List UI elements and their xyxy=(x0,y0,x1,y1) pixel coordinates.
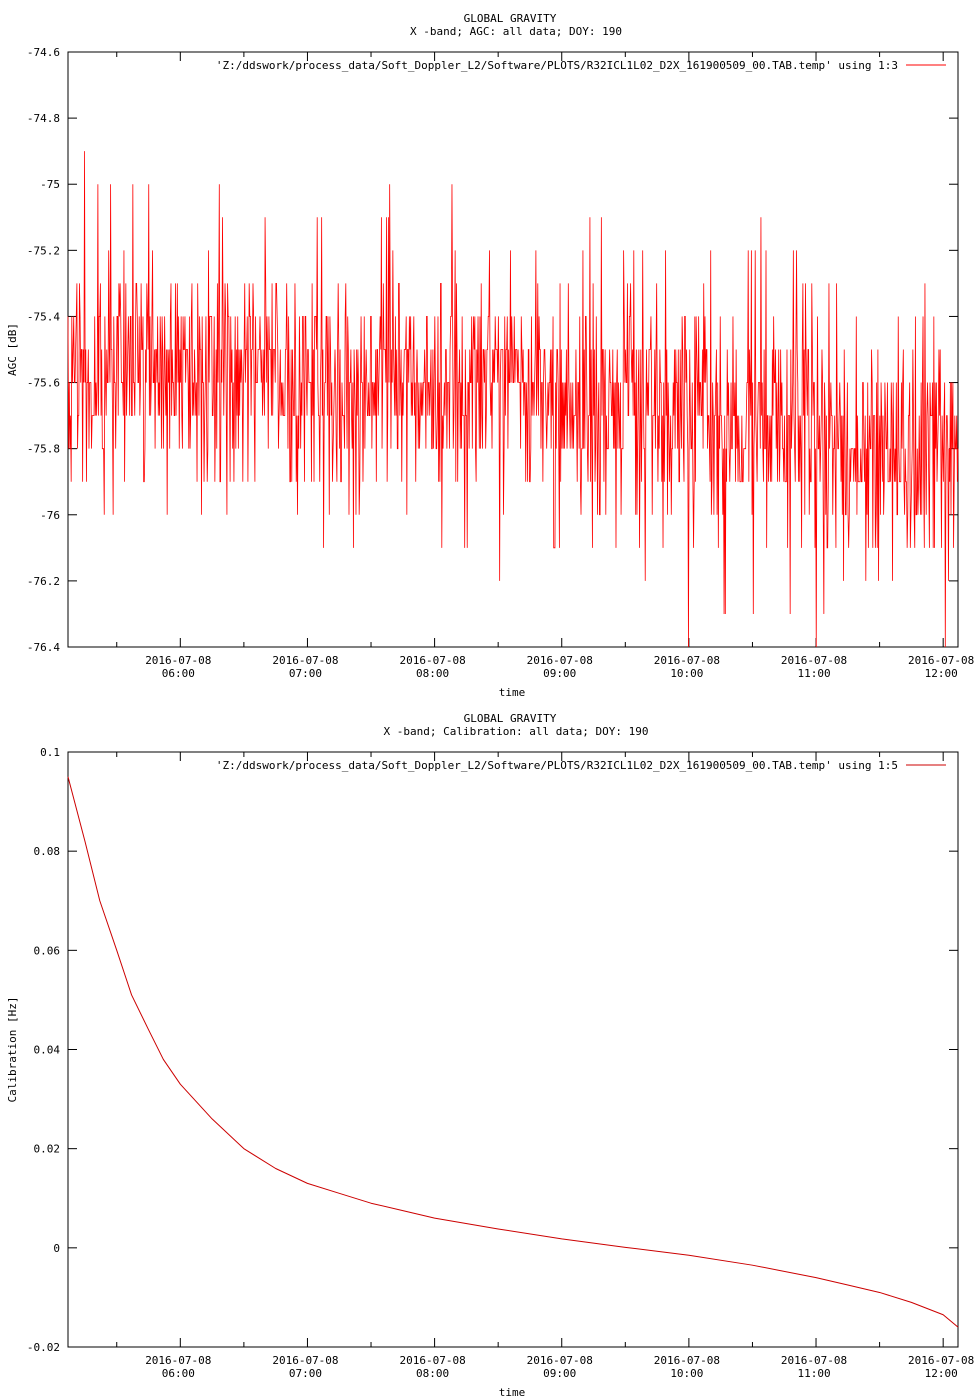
y-tick-label: -76 xyxy=(40,509,60,522)
x-tick-time: 07:00 xyxy=(289,667,322,680)
x-tick-date: 2016-07-08 xyxy=(654,1354,720,1367)
x-tick-time: 11:00 xyxy=(797,667,830,680)
y-tick-label: -75.8 xyxy=(27,443,60,456)
x-tick-date: 2016-07-08 xyxy=(908,1354,974,1367)
x-tick-time: 12:00 xyxy=(925,667,958,680)
y-tick-label: -74.6 xyxy=(27,46,60,59)
chart-subtitle: X -band; AGC: all data; DOY: 190 xyxy=(410,25,622,38)
x-tick-time: 10:00 xyxy=(670,667,703,680)
legend-label: 'Z:/ddswork/process_data/Soft_Doppler_L2… xyxy=(216,59,898,72)
x-tick-time: 06:00 xyxy=(162,667,195,680)
y-tick-label: 0.08 xyxy=(34,845,61,858)
x-tick-date: 2016-07-08 xyxy=(399,1354,465,1367)
x-tick-date: 2016-07-08 xyxy=(908,654,974,667)
x-tick-date: 2016-07-08 xyxy=(781,1354,847,1367)
y-tick-label: 0 xyxy=(53,1242,60,1255)
x-tick-date: 2016-07-08 xyxy=(272,1354,338,1367)
y-tick-label: -0.02 xyxy=(27,1341,60,1354)
y-tick-label: -74.8 xyxy=(27,112,60,125)
x-axis-label: time xyxy=(499,686,526,699)
x-tick-time: 11:00 xyxy=(797,1367,830,1380)
x-tick-time: 08:00 xyxy=(416,1367,449,1380)
x-tick-date: 2016-07-08 xyxy=(527,1354,593,1367)
y-tick-label: 0.02 xyxy=(34,1143,61,1156)
x-tick-date: 2016-07-08 xyxy=(145,654,211,667)
x-axis-label: time xyxy=(499,1386,526,1399)
y-tick-label: 0.1 xyxy=(40,746,60,759)
x-tick-time: 07:00 xyxy=(289,1367,322,1380)
chart-subtitle: X -band; Calibration: all data; DOY: 190 xyxy=(384,725,649,738)
chart-title: GLOBAL GRAVITY xyxy=(464,712,557,725)
x-tick-date: 2016-07-08 xyxy=(272,654,338,667)
y-tick-label: -75.6 xyxy=(27,377,60,390)
x-tick-time: 06:00 xyxy=(162,1367,195,1380)
y-tick-label: -76.4 xyxy=(27,641,60,654)
series-line-calibration xyxy=(67,776,959,1328)
x-tick-time: 09:00 xyxy=(543,1367,576,1380)
x-tick-date: 2016-07-08 xyxy=(654,654,720,667)
y-tick-label: -75.4 xyxy=(27,310,60,323)
y-tick-label: 0.06 xyxy=(34,944,61,957)
y-tick-label: -75 xyxy=(40,178,60,191)
y-tick-label: -75.2 xyxy=(27,244,60,257)
plot-frame xyxy=(67,751,959,1348)
legend-label: 'Z:/ddswork/process_data/Soft_Doppler_L2… xyxy=(216,759,898,772)
y-axis-label: Calibration [Hz] xyxy=(6,997,19,1103)
x-tick-date: 2016-07-08 xyxy=(781,654,847,667)
x-tick-date: 2016-07-08 xyxy=(399,654,465,667)
x-tick-time: 08:00 xyxy=(416,667,449,680)
x-tick-date: 2016-07-08 xyxy=(527,654,593,667)
chart-title: GLOBAL GRAVITY xyxy=(464,12,557,25)
x-tick-time: 09:00 xyxy=(543,667,576,680)
y-tick-label: -76.2 xyxy=(27,575,60,588)
x-tick-date: 2016-07-08 xyxy=(145,1354,211,1367)
y-axis-label: AGC [dB] xyxy=(6,323,19,376)
y-tick-label: 0.04 xyxy=(34,1044,61,1057)
plot-frame xyxy=(67,51,959,648)
x-tick-time: 12:00 xyxy=(925,1367,958,1380)
series-line-agc xyxy=(67,151,959,648)
x-tick-time: 10:00 xyxy=(670,1367,703,1380)
